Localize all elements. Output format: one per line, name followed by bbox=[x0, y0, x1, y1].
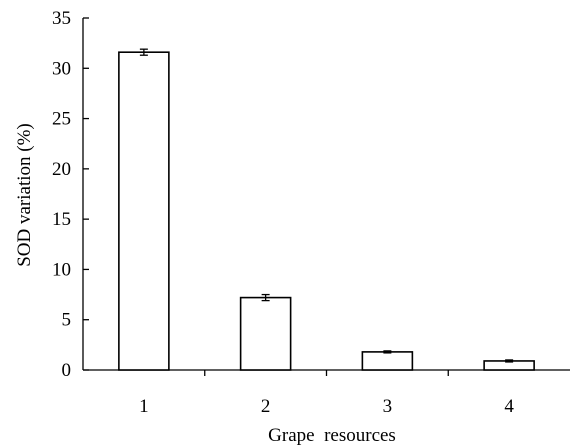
y-tick-label: 35 bbox=[52, 8, 71, 29]
x-tick-label: 1 bbox=[139, 396, 149, 417]
bar-1 bbox=[118, 51, 170, 371]
y-ticks: 0 5 10 15 20 25 30 35 bbox=[52, 8, 89, 381]
bar-3 bbox=[361, 351, 414, 371]
x-tick-label: 2 bbox=[261, 396, 271, 417]
y-tick-label: 0 bbox=[62, 360, 72, 381]
y-tick-label: 25 bbox=[52, 109, 71, 130]
x-axis-title: Grape resources bbox=[268, 425, 396, 445]
error-bars bbox=[139, 48, 514, 363]
y-tick-label: 10 bbox=[52, 259, 71, 280]
y-tick-label: 15 bbox=[52, 209, 71, 230]
bar-2 bbox=[239, 296, 292, 371]
bars bbox=[118, 51, 535, 371]
y-axis-title: SOD variation (%) bbox=[14, 123, 35, 267]
x-tick-label: 4 bbox=[504, 396, 514, 417]
y-tick-label: 20 bbox=[52, 159, 71, 180]
y-tick-label: 5 bbox=[62, 310, 72, 331]
x-ticks: 1 2 3 4 bbox=[139, 370, 514, 417]
x-tick-label: 3 bbox=[383, 396, 393, 417]
y-tick-label: 30 bbox=[52, 58, 71, 79]
